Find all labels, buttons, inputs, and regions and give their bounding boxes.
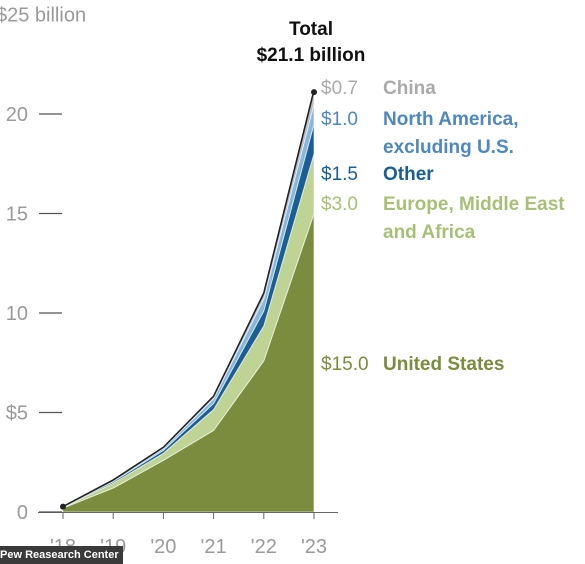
series-label-europe-middle-east-and-africa: Europe, Middle East (383, 194, 565, 215)
total-value: $21.1 billion (257, 45, 366, 66)
y-tick-label: $5 (6, 403, 28, 425)
x-tick-label: '23 (301, 536, 327, 558)
y-tick-label: 10 (6, 303, 28, 325)
series-label-north-america-excluding-u-s: North America, (383, 109, 519, 130)
y-tick-label: 0 (17, 502, 28, 524)
total-end-dot (311, 89, 317, 96)
series-label-united-states: United States (383, 354, 504, 375)
value-label-north-america-excluding-u-s: $1.0 (321, 109, 358, 130)
value-label-china: $0.7 (321, 78, 358, 99)
y-tick-label: 15 (6, 204, 28, 226)
series-label-china: China (383, 78, 436, 99)
y-tick-label: $25 billion (0, 5, 86, 27)
value-label-united-states: $15.0 (321, 354, 369, 375)
x-tick-label: '22 (251, 536, 277, 558)
value-label-other: $1.5 (321, 164, 358, 185)
total-line (62, 89, 315, 508)
total-title: Total (289, 19, 333, 40)
series-label-other: Other (383, 164, 434, 185)
y-tick-label: 20 (6, 104, 28, 126)
value-label-europe-middle-east-and-africa: $3.0 (321, 194, 358, 215)
source-credit: Pew Reasearch Center (0, 546, 123, 564)
x-tick-label: '21 (201, 536, 227, 558)
series-label-north-america-excluding-u-s: excluding U.S. (383, 137, 514, 158)
x-tick-label: '20 (150, 536, 176, 558)
total-start-dot (60, 503, 66, 510)
series-label-europe-middle-east-and-africa: and Africa (383, 222, 476, 243)
